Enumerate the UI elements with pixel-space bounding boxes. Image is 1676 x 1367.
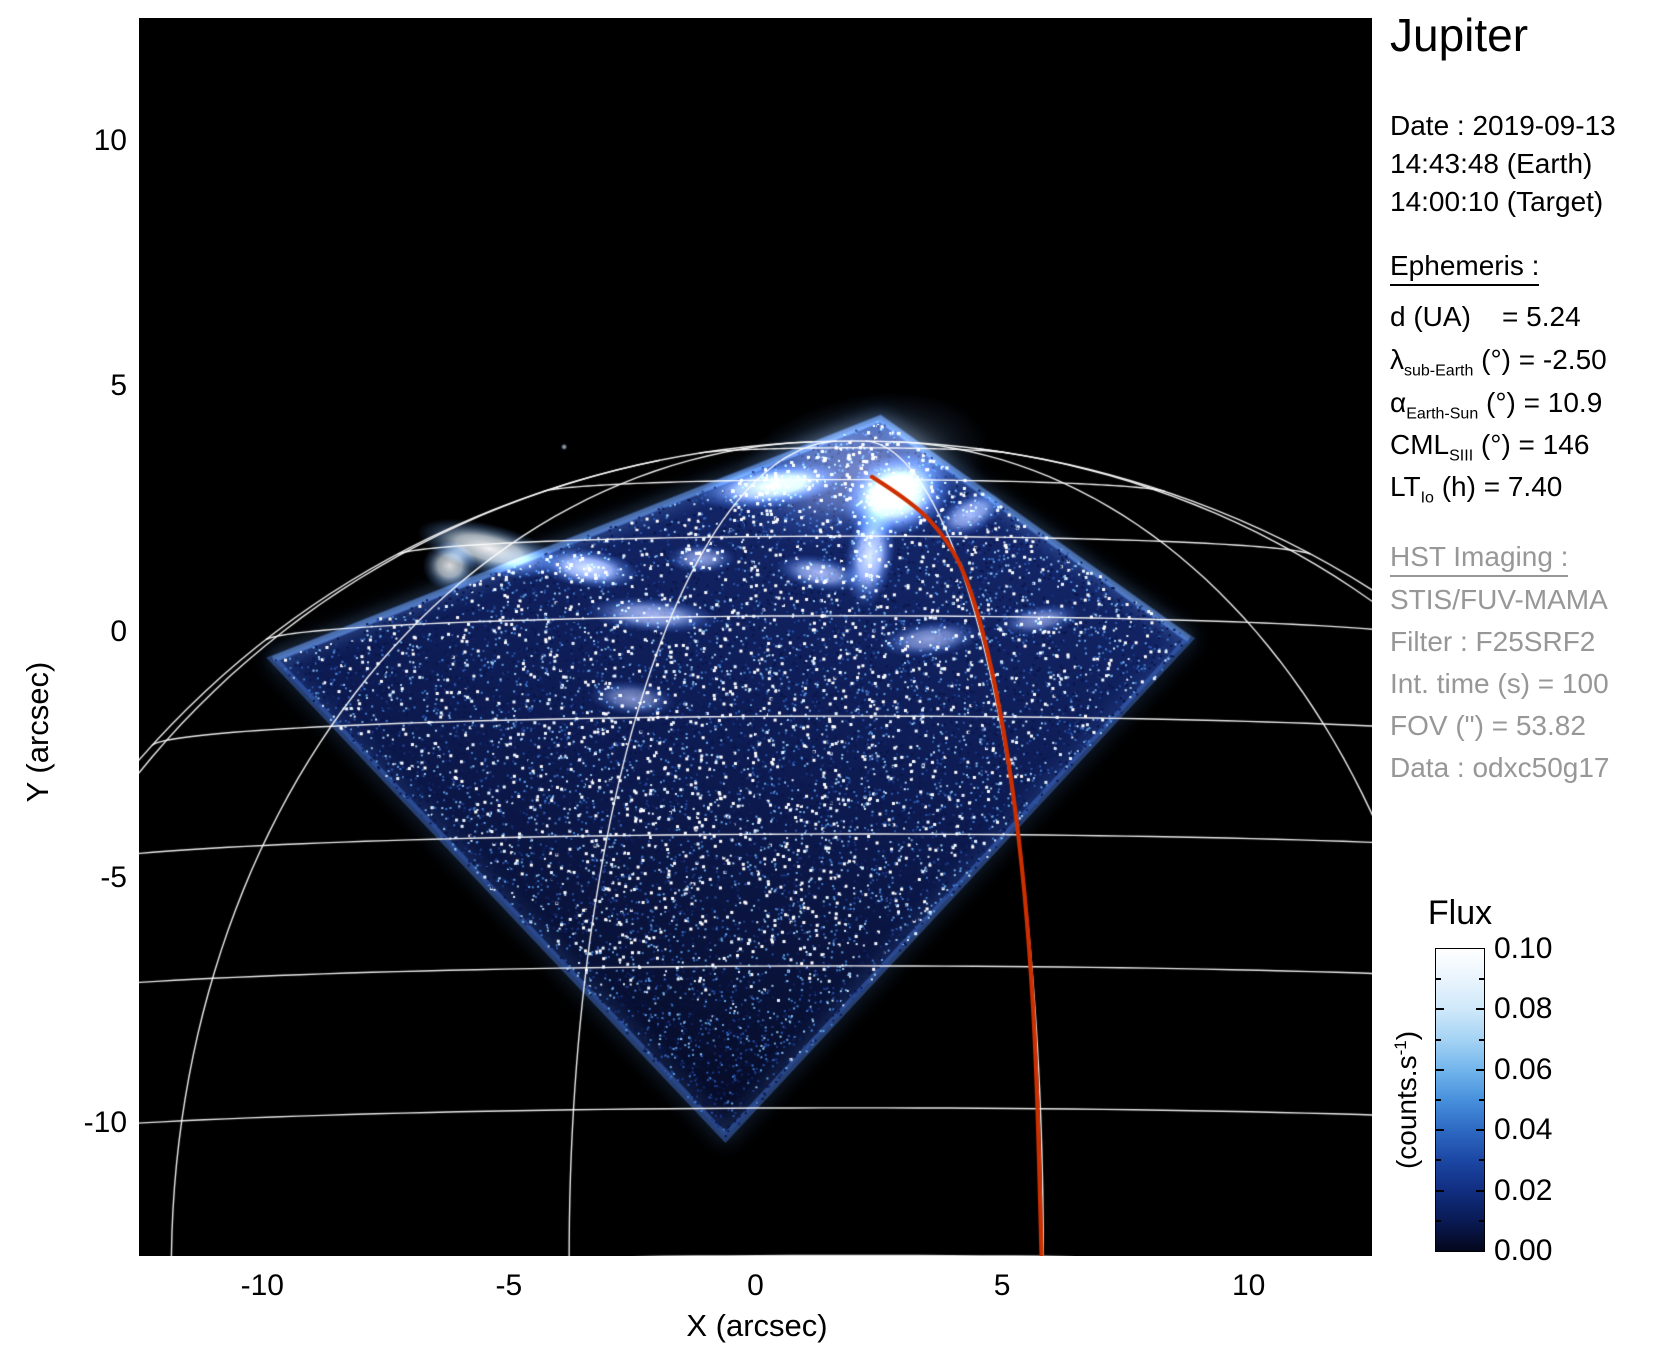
- colorbar-title: Flux: [1427, 894, 1493, 932]
- y-tick-label: -10: [83, 1106, 127, 1140]
- colorbar-tick-label: 0.00: [1494, 1234, 1553, 1267]
- y-tick-label: -5: [100, 860, 127, 894]
- x-axis-label: X (arcsec): [686, 1308, 828, 1343]
- x-tick-label: 5: [993, 1269, 1011, 1302]
- ephemeris-value: (UA) = 5.24: [1405, 301, 1581, 332]
- colorbar-tick-label: 0.02: [1494, 1173, 1553, 1207]
- y-tick-label: 0: [110, 615, 127, 649]
- ephemeris-row: LTIo (h) = 7.40: [1390, 471, 1562, 515]
- colorbar-inner-tick: [1436, 1189, 1444, 1192]
- ephemeris-symbol: LT: [1390, 471, 1421, 502]
- x-tick-label: 0: [747, 1269, 764, 1302]
- ephemeris-row: λsub-Earth (°) = -2.50: [1390, 344, 1607, 388]
- colorbar-gradient: [1435, 948, 1485, 1252]
- hst-imaging-heading: HST Imaging :: [1390, 541, 1569, 577]
- ephemeris-symbol: λ: [1390, 344, 1404, 375]
- hst-imaging-row: Filter : F25SRF2: [1390, 626, 1596, 657]
- ephemeris-row: αEarth-Sun (°) = 10.9: [1390, 387, 1602, 431]
- x-tick-label: -5: [495, 1269, 523, 1302]
- ephemeris-row: d (UA) = 5.24: [1390, 301, 1581, 345]
- colorbar-inner-tick: [1436, 1008, 1444, 1011]
- ephemeris-symbol: α: [1390, 387, 1407, 418]
- date-line: Date : 2019-09-13: [1390, 110, 1616, 141]
- colorbar-inner-tick: [1436, 1068, 1444, 1071]
- ephemeris-heading: Ephemeris :: [1390, 250, 1540, 286]
- ephemeris-value: (°) = 10.9: [1478, 387, 1603, 418]
- hst-imaging-row: STIS/FUV-MAMA: [1390, 584, 1608, 615]
- colorbar-inner-tick: [1476, 1068, 1484, 1071]
- colorbar-inner-tick: [1436, 978, 1441, 981]
- ephemeris-subscript: SIII: [1449, 447, 1474, 465]
- colorbar-inner-tick: [1436, 1129, 1444, 1132]
- ephemeris-symbol: d: [1390, 301, 1406, 332]
- colorbar-unit-prefix: (counts.s: [1391, 1055, 1423, 1170]
- colorbar-tick-label: 0.08: [1494, 992, 1553, 1026]
- colorbar-inner-tick: [1479, 1219, 1484, 1222]
- colorbar-unit-exponent: -1: [1390, 1040, 1410, 1056]
- ephemeris-symbol: CML: [1390, 429, 1450, 460]
- ephemeris-subscript: Io: [1420, 489, 1434, 507]
- y-tick-label: 5: [110, 369, 127, 403]
- colorbar-inner-tick: [1476, 1008, 1484, 1011]
- ephemeris-value: (h) = 7.40: [1433, 471, 1563, 502]
- hst-imaging-row: Data : odxc50g17: [1390, 752, 1610, 783]
- ephemeris-row: CMLSIII (°) = 146: [1390, 429, 1589, 473]
- colorbar-inner-tick: [1479, 1099, 1484, 1101]
- colorbar-inner-tick: [1476, 1189, 1484, 1192]
- colorbar-inner-tick: [1436, 1038, 1441, 1041]
- colorbar-inner-tick: [1436, 1219, 1441, 1222]
- ephemeris-subscript: sub-Earth: [1404, 362, 1474, 380]
- colorbar-inner-tick: [1436, 1159, 1441, 1162]
- ephemeris-value: (°) = 146: [1473, 429, 1590, 460]
- colorbar-inner-tick: [1479, 1159, 1484, 1162]
- aurora-image-canvas: [139, 18, 1372, 1256]
- ephemeris-subscript: Earth-Sun: [1406, 405, 1479, 423]
- colorbar-unit-label: (counts.s-1): [1391, 1031, 1423, 1169]
- x-tick-label: 10: [1232, 1269, 1266, 1302]
- time-earth-line: 14:43:48 (Earth): [1390, 148, 1593, 179]
- colorbar-tick-label: 0.04: [1494, 1113, 1553, 1147]
- colorbar-tick-label: 0.06: [1494, 1052, 1553, 1086]
- colorbar-inner-tick: [1479, 1038, 1484, 1041]
- colorbar-inner-tick: [1436, 1099, 1441, 1101]
- x-tick-label: -10: [240, 1269, 284, 1302]
- y-tick-label: 10: [93, 123, 127, 157]
- figure-title: Jupiter: [1390, 9, 1529, 61]
- hst-imaging-row: FOV (") = 53.82: [1390, 710, 1586, 741]
- colorbar-unit-suffix: ): [1391, 1030, 1423, 1041]
- colorbar-inner-tick: [1476, 1129, 1484, 1132]
- ephemeris-value: (°) = -2.50: [1473, 344, 1607, 375]
- time-target-line: 14:00:10 (Target): [1390, 186, 1604, 217]
- colorbar-inner-tick: [1479, 978, 1484, 981]
- colorbar-tick-label: 0.10: [1494, 932, 1553, 965]
- hst-imaging-row: Int. time (s) = 100: [1390, 668, 1609, 699]
